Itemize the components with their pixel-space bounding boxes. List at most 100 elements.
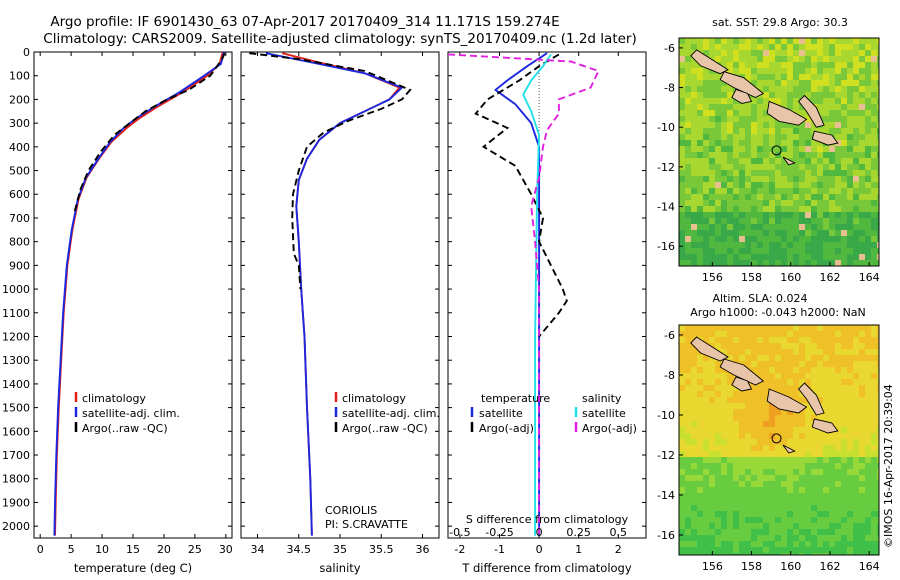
map-cell	[823, 367, 829, 373]
map-cell	[679, 487, 685, 493]
sst-map-panel: sat. SST: 29.8 Argo: 30.3 156 158 160 162 16…	[657, 16, 880, 284]
map-cell	[823, 529, 829, 535]
map-cell	[685, 86, 691, 92]
map-cell	[733, 134, 739, 140]
map-cell	[697, 110, 703, 116]
map-cell	[763, 331, 769, 337]
map-cell	[841, 511, 847, 517]
map-cell	[709, 170, 715, 176]
map-cell	[757, 116, 763, 122]
map-cell	[757, 182, 763, 188]
map-cell	[691, 236, 697, 242]
temperature-panel: 0100200300400500600700800900100011001200…	[2, 46, 233, 575]
map-cell	[793, 415, 799, 421]
map-cell	[781, 547, 787, 553]
map-cell	[697, 116, 703, 122]
map-cell	[721, 445, 727, 451]
map-cell	[829, 397, 835, 403]
map-cell	[745, 206, 751, 212]
map-cell	[877, 146, 879, 152]
map-cell	[769, 361, 775, 367]
map-cell	[733, 206, 739, 212]
map-cell	[763, 260, 769, 266]
map-cell	[835, 128, 841, 134]
map-cell	[751, 224, 757, 230]
x-tick-label: 162	[819, 560, 840, 573]
map-cell	[727, 475, 733, 481]
map-cell	[847, 469, 853, 475]
map-cell	[793, 391, 799, 397]
map-cell	[775, 92, 781, 98]
map-cell	[745, 116, 751, 122]
map-cell	[787, 38, 793, 44]
map-cell	[787, 427, 793, 433]
map-cell	[703, 553, 709, 555]
map-cell	[835, 385, 841, 391]
map-cell	[847, 80, 853, 86]
map-cell	[835, 541, 841, 547]
map-cell	[739, 415, 745, 421]
map-cell	[697, 176, 703, 182]
map-cell	[715, 487, 721, 493]
map-cell	[763, 68, 769, 74]
map-cell	[685, 182, 691, 188]
map-cell	[757, 355, 763, 361]
map-cell	[721, 44, 727, 50]
map-cell	[685, 481, 691, 487]
map-cell	[703, 529, 709, 535]
map-cell	[691, 439, 697, 445]
map-cell	[799, 236, 805, 242]
map-cell	[823, 517, 829, 523]
map-cell	[751, 80, 757, 86]
map-cell	[685, 260, 691, 266]
map-cell	[811, 385, 817, 391]
map-cell	[721, 523, 727, 529]
map-cell	[781, 134, 787, 140]
map-cell	[853, 194, 859, 200]
map-cell	[775, 80, 781, 86]
map-cell	[799, 182, 805, 188]
map-cell	[877, 535, 879, 541]
map-cell	[775, 379, 781, 385]
map-cell	[721, 134, 727, 140]
map-cell	[781, 86, 787, 92]
map-cell	[769, 427, 775, 433]
map-cell	[805, 547, 811, 553]
map-cell	[709, 200, 715, 206]
map-cell	[763, 535, 769, 541]
map-cell	[703, 457, 709, 463]
map-cell	[829, 206, 835, 212]
map-cell	[775, 511, 781, 517]
map-cell	[763, 152, 769, 158]
map-cell	[679, 248, 685, 254]
map-cell	[703, 499, 709, 505]
map-cell	[823, 230, 829, 236]
map-cell	[739, 164, 745, 170]
map-cell	[703, 104, 709, 110]
map-cell	[751, 170, 757, 176]
map-cell	[829, 44, 835, 50]
map-cell	[871, 457, 877, 463]
map-cell	[859, 541, 865, 547]
map-cell	[829, 457, 835, 463]
map-cell	[823, 86, 829, 92]
map-cell	[757, 140, 763, 146]
map-cell	[721, 481, 727, 487]
map-cell	[697, 128, 703, 134]
map-cell	[715, 463, 721, 469]
map-cell	[787, 517, 793, 523]
island-outline	[690, 49, 729, 75]
map-cell	[685, 547, 691, 553]
map-cell	[787, 44, 793, 50]
map-cell	[817, 457, 823, 463]
map-cell	[847, 331, 853, 337]
map-cell	[787, 523, 793, 529]
map-cell	[709, 236, 715, 242]
map-cell	[793, 361, 799, 367]
map-cell	[769, 499, 775, 505]
map-cell	[757, 38, 763, 44]
map-cell	[751, 188, 757, 194]
map-cell	[721, 403, 727, 409]
map-cell	[859, 415, 865, 421]
map-cell	[745, 224, 751, 230]
